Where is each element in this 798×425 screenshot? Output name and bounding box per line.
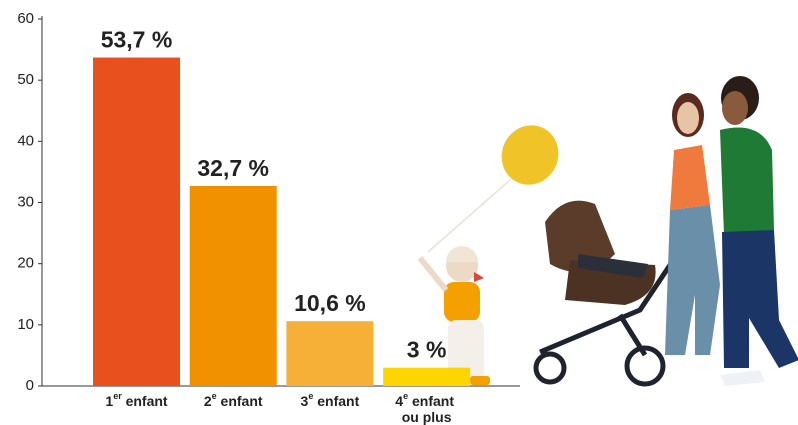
x-tick-label: 1er enfant	[105, 391, 168, 408]
x-tick-label: 4e enfant ou plus	[395, 391, 458, 424]
bar	[93, 57, 180, 386]
bar	[286, 321, 374, 386]
value-label: 32,7 %	[197, 155, 269, 181]
bar	[383, 367, 471, 386]
y-tick-label: 60	[17, 10, 34, 27]
y-tick-label: 40	[17, 132, 34, 149]
value-label: 53,7 %	[101, 27, 173, 53]
y-tick-label: 30	[17, 193, 34, 210]
y-tick-label: 20	[17, 255, 34, 272]
family-illustration	[417, 76, 798, 387]
value-label: 10,6 %	[294, 290, 366, 316]
y-tick-label: 50	[17, 71, 34, 88]
bar	[189, 185, 277, 386]
y-tick-label: 0	[26, 377, 34, 394]
value-label: 3 %	[407, 337, 447, 363]
x-tick-label: 2e enfant	[204, 391, 263, 408]
x-tick-label: 3e enfant	[301, 391, 360, 408]
y-tick-label: 10	[17, 316, 34, 333]
